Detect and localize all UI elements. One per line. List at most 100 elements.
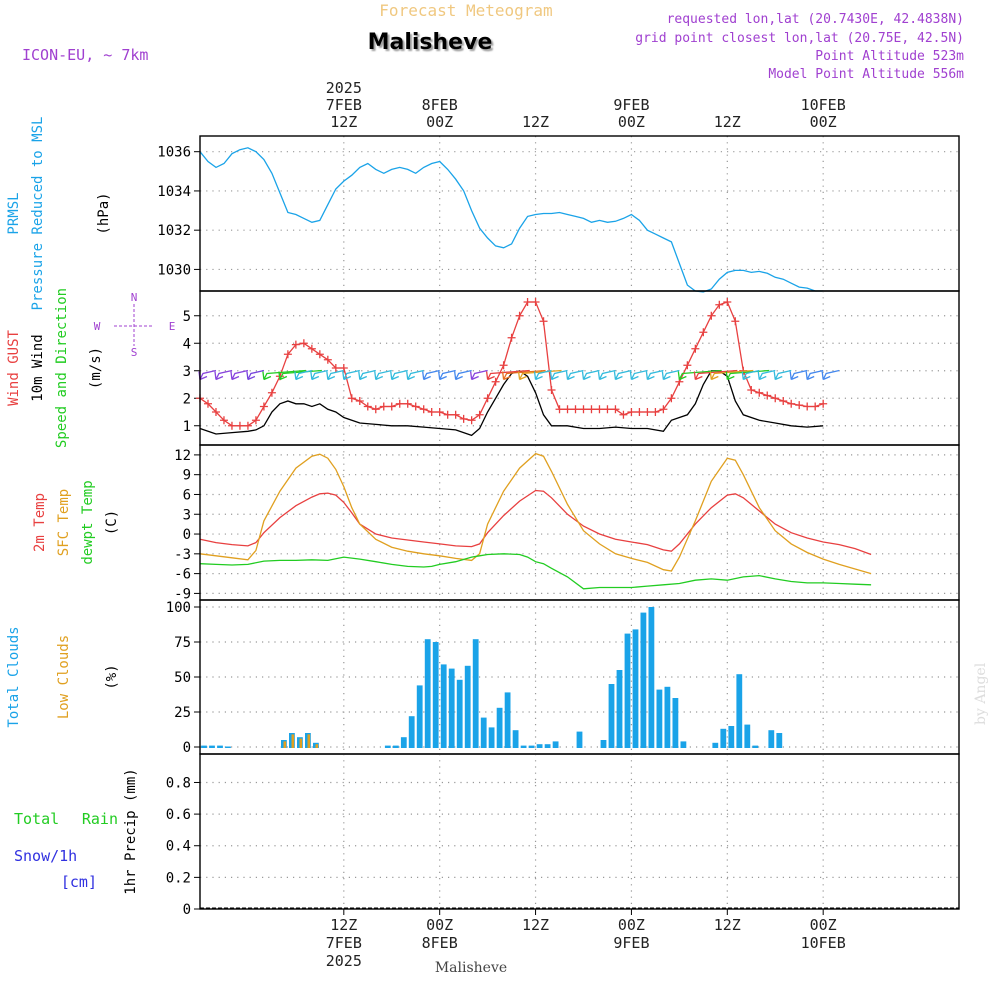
gust-marker <box>467 416 476 425</box>
cloud-bar <box>528 745 535 748</box>
time-label-top: 12Z <box>330 113 357 131</box>
gust-marker <box>779 397 788 405</box>
gust-marker <box>683 361 692 370</box>
gust-marker <box>611 405 620 414</box>
wind-arrow <box>422 369 440 381</box>
gust-marker <box>299 339 308 348</box>
wind-arrow <box>709 369 754 381</box>
gust-marker <box>819 399 828 408</box>
gust-marker <box>539 317 548 326</box>
gust-marker <box>395 399 404 408</box>
cloud-bar <box>480 717 487 748</box>
gust-marker <box>475 410 484 419</box>
gust-marker <box>491 377 500 386</box>
gust-marker <box>723 298 732 306</box>
y-axis-label: Low Clouds <box>56 635 72 719</box>
gust-marker <box>371 405 380 414</box>
gust-marker <box>755 388 764 397</box>
cloud-bar <box>448 668 455 748</box>
y-tick-label: 0 <box>183 740 191 756</box>
y-axis-label: Pressure Reduced to MSL <box>30 117 46 311</box>
y-tick-label: 0 <box>183 527 191 543</box>
time-label-bottom: 12Z <box>522 916 549 934</box>
gust-marker <box>707 311 716 320</box>
y-tick-label: 4 <box>183 336 191 352</box>
model-altitude: Model Point Altitude 556m <box>768 67 964 82</box>
y-tick-label: 75 <box>174 635 191 651</box>
time-label-top: 2025 <box>326 79 362 97</box>
gust-marker <box>619 410 628 419</box>
wind-arrow <box>390 369 408 381</box>
cloud-bar <box>504 692 511 748</box>
y-tick-label: 6 <box>183 487 191 503</box>
cloud-bar <box>672 698 679 748</box>
wind-arrow <box>789 369 808 381</box>
gust-marker <box>579 405 588 414</box>
gust-marker <box>483 394 492 403</box>
time-label-top: 9FEB <box>613 96 649 114</box>
gust-marker <box>211 408 220 416</box>
gust-marker <box>811 402 820 411</box>
gust-marker <box>419 405 428 414</box>
wind-arrow <box>533 369 552 381</box>
y-axis-label: (C) <box>104 510 120 535</box>
wind-arrow <box>326 369 344 381</box>
wind-arrow <box>501 369 546 381</box>
gust-marker <box>603 405 612 414</box>
cloud-bar <box>640 612 647 748</box>
gust-marker <box>347 394 356 403</box>
compass-letter: W <box>94 320 101 333</box>
gust-marker <box>283 350 292 359</box>
gust-marker <box>331 364 340 372</box>
gust-marker <box>659 405 668 414</box>
gust-marker <box>643 408 652 416</box>
y-axis-label: (m/s) <box>88 347 104 389</box>
y-axis-label: 2m Temp <box>32 493 48 552</box>
cloud-bar <box>464 665 471 748</box>
wind-arrow <box>597 369 616 381</box>
cloud-bar <box>600 740 607 748</box>
y-axis-label: dewpt Temp <box>80 480 96 564</box>
gust-marker <box>571 405 580 414</box>
wind-arrow <box>581 369 600 381</box>
y-tick-label: 0.8 <box>166 775 191 791</box>
precip-legend-label: Rain <box>82 810 118 828</box>
gust-marker <box>803 402 812 411</box>
gust-marker <box>531 298 540 306</box>
time-label-top: 10FEB <box>801 96 846 114</box>
model-label: ICON-EU, ~ 7km <box>22 46 148 64</box>
time-label-top: 00Z <box>810 113 837 131</box>
wind-arrow <box>262 369 306 381</box>
y-tick-label: 100 <box>166 600 191 616</box>
gridpoint-coords: grid point closest lon,lat (20.75E, 42.5… <box>635 31 964 46</box>
gust-marker <box>267 388 276 397</box>
y-tick-label: 1034 <box>157 184 191 200</box>
y-tick-label: 1030 <box>157 262 191 278</box>
y-tick-label: 2 <box>183 391 191 407</box>
panel-wind: 1 2 3 4 5 N W E S Wind GUST 10m Wind Speed and Dire… <box>6 288 960 448</box>
wind-arrow <box>565 369 584 381</box>
gust-marker <box>235 421 244 430</box>
y-axis-label: (%) <box>104 664 120 689</box>
time-label-top: 12Z <box>714 113 741 131</box>
precip-legend-label: Total <box>14 810 59 828</box>
precip-legend-label: [cm] <box>61 873 97 891</box>
cloud-bar <box>624 633 631 748</box>
gust-marker <box>499 361 508 370</box>
y-tick-label: -9 <box>174 586 191 602</box>
cloud-bar <box>752 745 759 748</box>
cloud-bar <box>728 726 735 748</box>
y-tick-label: 3 <box>183 507 191 523</box>
gust-marker <box>243 421 252 430</box>
time-label-top: 12Z <box>522 113 549 131</box>
gust-marker <box>627 408 636 416</box>
wind-arrow <box>230 369 249 381</box>
time-label-bottom: 8FEB <box>422 934 458 952</box>
gust-marker <box>323 355 332 364</box>
gust-marker <box>227 421 236 430</box>
panel-frame <box>199 290 960 446</box>
panel-pressure: 1030 1032 1034 1036 PRMSL Pressure Reduced to… <box>6 117 960 311</box>
y-tick-label: 50 <box>174 670 191 686</box>
